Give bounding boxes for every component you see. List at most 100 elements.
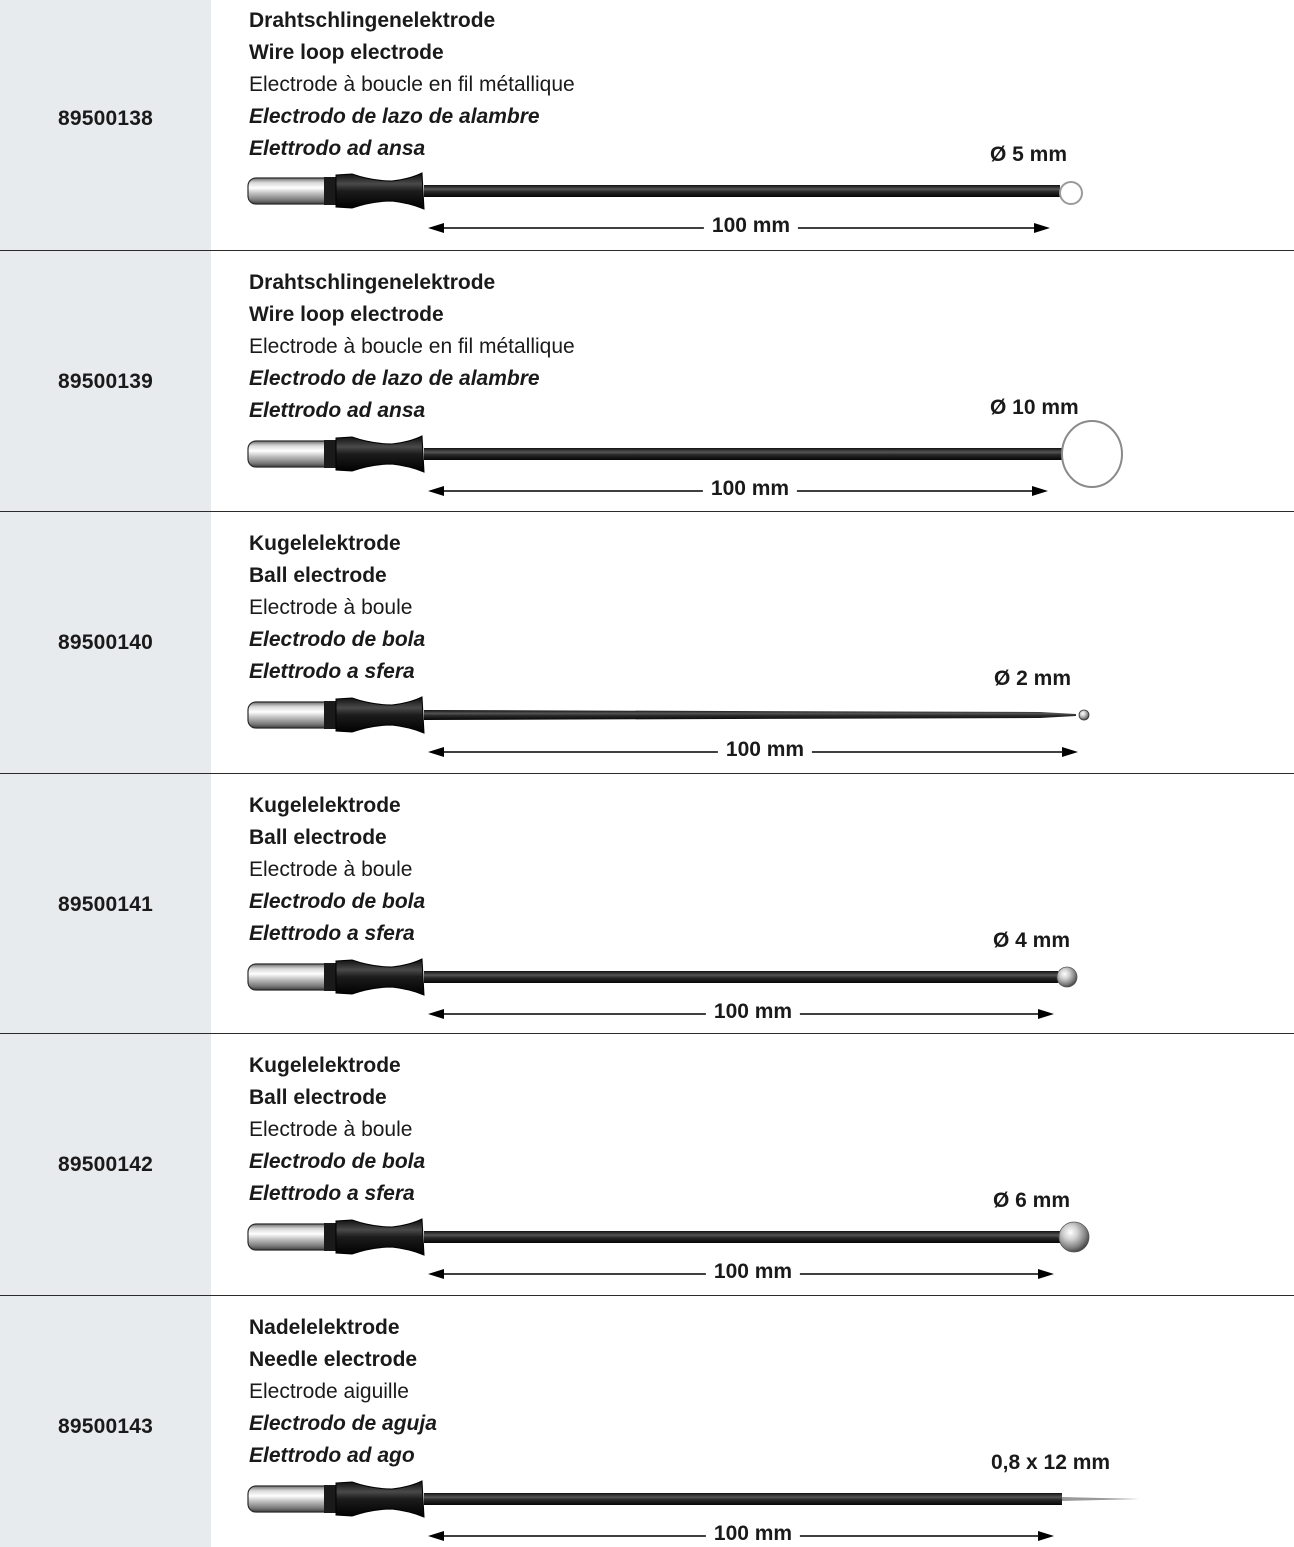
product-names: Kugelelektrode Ball electrode Electrode à … [249,528,425,688]
wire-loop-tip [1059,181,1083,205]
name-german: Kugelelektrode [249,1054,401,1077]
connector-collar [324,1223,336,1251]
product-row: 89500142 Kugelelektrode Ball electrode Elec… [0,1034,1294,1295]
name-german: Drahtschlingenelektrode [249,271,496,294]
arrow-head-right [1032,486,1048,496]
dimension-label: Ø 5 mm [990,143,1068,166]
article-number-cell: 89500139 [0,251,211,511]
product-row: 89500138 Drahtschlingenelektrode Wire loop… [0,0,1294,250]
row-divider [0,511,1294,512]
name-french: Electrode à boucle en fil métallique [249,335,575,358]
handle-grip [335,696,425,734]
name-spanish: Electrodo de aguja [249,1412,437,1435]
product-row: 89500143 Nadelelektrode Needle electrode El… [0,1296,1294,1547]
name-english: Ball electrode [249,1086,387,1109]
name-spanish: Electrodo de lazo de alambre [249,105,540,128]
name-french: Electrode à boule [249,858,413,881]
name-italian: Elettrodo a sfera [249,922,415,945]
article-number: 89500141 [57,893,154,916]
name-english: Ball electrode [249,826,387,849]
article-number: 89500139 [57,370,154,393]
electrode-illustration [247,420,1123,496]
connector-collar [324,1485,336,1513]
dimension-label: Ø 2 mm [994,667,1072,690]
name-german: Drahtschlingenelektrode [249,9,496,32]
handle-grip [335,958,425,996]
article-number: 89500138 [57,107,154,130]
length-label: 100 mm [705,1260,801,1284]
dimension-label: Ø 6 mm [993,1189,1071,1212]
arrow-head-right [1038,1009,1054,1019]
connector-plug [247,1485,335,1513]
length-label: 100 mm [705,1522,801,1546]
name-english: Needle electrode [249,1348,418,1371]
article-number: 89500142 [57,1153,154,1176]
electrode-illustration [247,1218,1090,1279]
name-english: Wire loop electrode [249,41,444,64]
electrode-shaft [424,1493,1062,1505]
name-french: Electrode à boule [249,596,413,619]
arrow-head-right [1038,1531,1054,1541]
arrow-head-right [1062,747,1078,757]
product-row: 89500139 Drahtschlingenelektrode Wire loop… [0,251,1294,511]
product-row: 89500141 Kugelelektrode Ball electrode Elec… [0,774,1294,1033]
handle-grip [335,1480,425,1518]
electrode-shaft [424,185,1060,197]
name-english: Wire loop electrode [249,303,444,326]
connector-collar [324,963,336,991]
arrow-head-left [428,747,444,757]
electrode-illustration [247,696,1090,757]
name-italian: Elettrodo ad ansa [249,137,426,160]
name-german: Kugelelektrode [249,794,401,817]
arrow-head-left [428,223,444,233]
arrow-head-left [428,1531,444,1541]
electrode-shaft [424,971,1058,983]
ball-tip [1056,966,1078,988]
name-french: Electrode à boule [249,1118,413,1141]
connector-collar [324,177,336,205]
name-spanish: Electrodo de lazo de alambre [249,367,540,390]
electrode-shaft [424,710,1076,720]
arrow-head-right [1034,223,1050,233]
handle-grip [335,1218,425,1256]
dimension-label: Ø 4 mm [993,929,1071,952]
ball-tip [1078,709,1090,721]
article-number-cell: 89500141 [0,774,211,1033]
row-divider [0,773,1294,774]
arrow-head-left [428,486,444,496]
article-number: 89500140 [57,631,154,654]
connector-plug [247,701,335,729]
name-german: Nadelelektrode [249,1316,400,1339]
article-number-cell: 89500142 [0,1034,211,1295]
product-names: Nadelelektrode Needle electrode Electrode … [249,1312,437,1472]
connector-collar [324,701,336,729]
electrode-illustration [247,1480,1140,1541]
article-number-cell: 89500140 [0,512,211,773]
length-label: 100 mm [705,1000,801,1024]
handle-grip [335,172,425,210]
dimension-label: Ø 10 mm [990,396,1079,419]
electrode-illustration [247,172,1083,233]
name-spanish: Electrodo de bola [249,628,426,651]
article-number: 89500143 [57,1415,154,1438]
row-divider [0,1033,1294,1034]
name-french: Electrode à boucle en fil métallique [249,73,575,96]
connector-plug [247,963,335,991]
connector-plug [247,177,335,205]
length-label: 100 mm [717,738,813,762]
arrow-head-left [428,1009,444,1019]
product-names: Drahtschlingenelektrode Wire loop electro… [249,267,575,427]
connector-plug [247,1223,335,1251]
dimension-label: 0,8 x 12 mm [991,1451,1111,1474]
electrode-illustration [247,958,1078,1019]
row-divider [0,250,1294,251]
connector-collar [324,440,336,468]
name-spanish: Electrodo de bola [249,1150,426,1173]
row-divider [0,1295,1294,1296]
name-english: Ball electrode [249,564,387,587]
name-french: Electrode aiguille [249,1380,409,1403]
name-german: Kugelelektrode [249,532,401,555]
arrow-head-right [1038,1269,1054,1279]
electrode-shaft [424,448,1062,460]
